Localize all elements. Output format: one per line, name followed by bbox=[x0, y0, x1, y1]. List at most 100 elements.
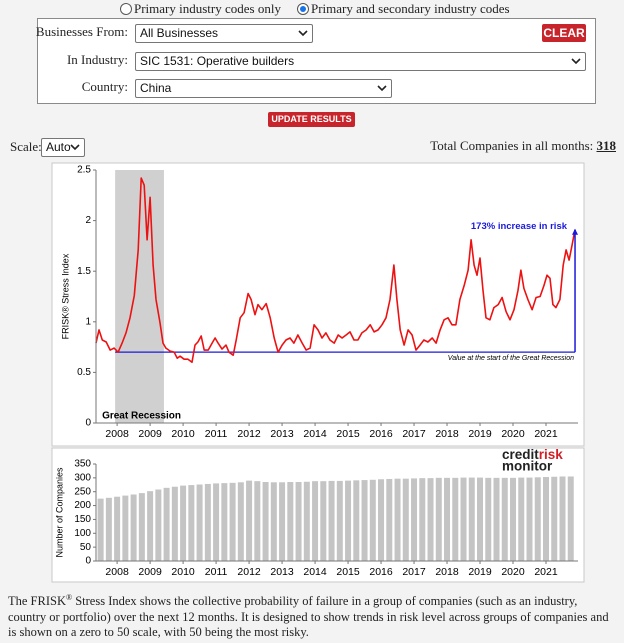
x-tick-label: 2015 bbox=[336, 428, 360, 440]
y-tick-label: 200 bbox=[74, 500, 91, 511]
field-label: In Industry: bbox=[66, 52, 128, 67]
x-tick-label: 2010 bbox=[171, 566, 195, 578]
update-button[interactable]: UPDATE RESULTS bbox=[268, 112, 355, 127]
y-tick-label: 0 bbox=[85, 418, 91, 429]
bar bbox=[204, 483, 211, 561]
bar bbox=[460, 477, 467, 561]
y-tick-label: 2.5 bbox=[77, 165, 91, 176]
y-tick-label: 0 bbox=[85, 556, 91, 567]
x-tick-label: 2018 bbox=[435, 566, 459, 578]
bar bbox=[526, 477, 533, 561]
bar bbox=[328, 480, 335, 561]
x-tick-label: 2017 bbox=[402, 566, 426, 578]
y-tick-label: 350 bbox=[74, 459, 91, 470]
bar bbox=[518, 477, 525, 561]
x-tick-label: 2008 bbox=[105, 428, 129, 440]
bar bbox=[105, 497, 112, 561]
bar bbox=[188, 485, 195, 561]
y-tick-label: 2 bbox=[85, 215, 91, 226]
y-tick-label: 100 bbox=[74, 528, 91, 539]
radio[interactable] bbox=[119, 2, 133, 16]
total-value[interactable]: 318 bbox=[596, 138, 617, 153]
bar bbox=[279, 482, 286, 561]
footer-text: Stress Index shows the collective probab… bbox=[8, 594, 609, 640]
stress-line bbox=[95, 177, 576, 364]
x-tick-label: 2014 bbox=[303, 428, 327, 440]
bar bbox=[510, 477, 517, 561]
footer-sup: ® bbox=[66, 593, 73, 602]
select[interactable]: All Businesses bbox=[135, 24, 313, 43]
x-tick-label: 2014 bbox=[303, 566, 327, 578]
x-tick-label: 2011 bbox=[205, 428, 228, 440]
bar bbox=[411, 478, 418, 561]
x-tick-label: 2013 bbox=[270, 566, 294, 578]
bar bbox=[435, 477, 442, 561]
bar bbox=[320, 481, 327, 561]
bar bbox=[213, 483, 220, 561]
footer-text: The FRISK bbox=[8, 594, 66, 609]
y-tick-label: 50 bbox=[80, 542, 92, 553]
bar bbox=[312, 481, 319, 561]
y-tick-label: 250 bbox=[74, 486, 91, 497]
bar bbox=[196, 484, 203, 561]
x-tick-label: 2010 bbox=[171, 428, 195, 440]
logo-credit: credit bbox=[502, 447, 539, 462]
bar bbox=[477, 477, 484, 561]
baseline-label: Value at the start of the Great Recessio… bbox=[448, 355, 574, 362]
bar bbox=[155, 489, 162, 561]
bar bbox=[468, 477, 475, 561]
field-label: Businesses From: bbox=[35, 24, 128, 39]
x-tick-label: 2009 bbox=[138, 566, 162, 578]
increase-label: 173% increase in risk bbox=[471, 221, 568, 232]
bar bbox=[130, 494, 137, 561]
bar bbox=[122, 495, 129, 561]
x-tick-label: 2011 bbox=[205, 566, 228, 578]
bar bbox=[501, 477, 508, 561]
footer: The FRISK® Stress Index shows the collec… bbox=[8, 590, 618, 641]
bar bbox=[237, 482, 244, 561]
select[interactable]: Auto bbox=[41, 138, 85, 157]
bar bbox=[254, 481, 261, 561]
radio-label: Primary industry codes only bbox=[134, 1, 281, 16]
bar bbox=[114, 496, 121, 561]
x-tick-label: 2008 bbox=[105, 566, 129, 578]
bar bbox=[485, 477, 492, 561]
bar bbox=[378, 479, 385, 561]
bar bbox=[419, 478, 426, 561]
total-label: Total Companies in all months: bbox=[430, 138, 594, 153]
increase-arrow bbox=[572, 228, 579, 235]
x-tick-label: 2009 bbox=[138, 428, 162, 440]
x-tick-label: 2018 bbox=[435, 428, 459, 440]
bar bbox=[229, 482, 236, 561]
charts: Great Recession Value at the start of the… bbox=[51, 162, 585, 583]
bar bbox=[171, 486, 178, 561]
y-tick-label: 0.5 bbox=[77, 367, 91, 378]
bar bbox=[180, 485, 187, 561]
bar bbox=[163, 487, 170, 561]
select[interactable]: SIC 1531: Operative builders bbox=[135, 52, 586, 71]
bar bbox=[97, 498, 104, 561]
recession-label: Great Recession bbox=[102, 411, 181, 422]
field-label: Country: bbox=[81, 79, 128, 94]
bar bbox=[345, 480, 352, 561]
x-tick-label: 2016 bbox=[369, 428, 393, 440]
bar bbox=[246, 480, 253, 561]
bar bbox=[394, 478, 401, 561]
select-value: China bbox=[140, 81, 172, 95]
bar bbox=[534, 477, 541, 561]
select[interactable]: China bbox=[135, 79, 392, 98]
x-tick-label: 2013 bbox=[270, 428, 294, 440]
clear-button[interactable]: CLEAR bbox=[542, 24, 586, 42]
bar bbox=[493, 477, 500, 561]
y-tick-label: 1.5 bbox=[77, 266, 91, 277]
bar bbox=[386, 478, 393, 561]
x-tick-label: 2021 bbox=[534, 428, 558, 440]
bar bbox=[427, 478, 434, 561]
radio[interactable] bbox=[296, 2, 310, 16]
bar bbox=[559, 476, 566, 561]
bar bbox=[551, 476, 558, 561]
bar bbox=[452, 477, 459, 561]
bar bbox=[270, 482, 277, 561]
radio-label: Primary and secondary industry codes bbox=[311, 1, 510, 16]
